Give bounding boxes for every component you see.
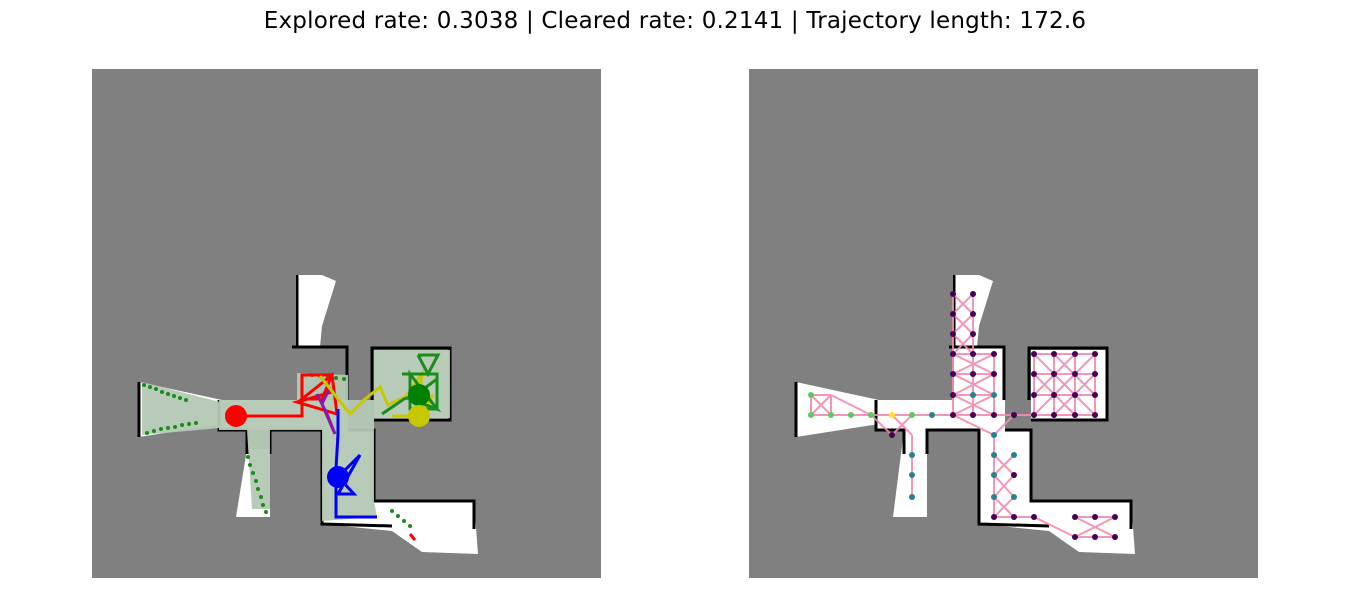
trajectory-map xyxy=(137,275,478,554)
nodes-yellow xyxy=(889,412,895,418)
purple-trajectory xyxy=(315,386,337,435)
nodes-teal xyxy=(909,392,1017,500)
graph-nodes xyxy=(808,291,1118,540)
green-agent-marker xyxy=(408,384,430,406)
trajectory-map-panel xyxy=(92,69,601,578)
nodes-green xyxy=(808,392,915,418)
graph-map-panel xyxy=(749,69,1258,578)
figure-title: Explored rate: 0.3038 | Cleared rate: 0.… xyxy=(263,8,1087,34)
graph-map xyxy=(794,275,1135,554)
blue-agent-marker xyxy=(327,466,349,488)
red-trajectory xyxy=(236,372,417,541)
yellow-agent-marker xyxy=(408,405,430,427)
nodes-dark xyxy=(889,291,1118,540)
red-agent-marker xyxy=(225,405,247,427)
cleared-region xyxy=(142,350,450,521)
